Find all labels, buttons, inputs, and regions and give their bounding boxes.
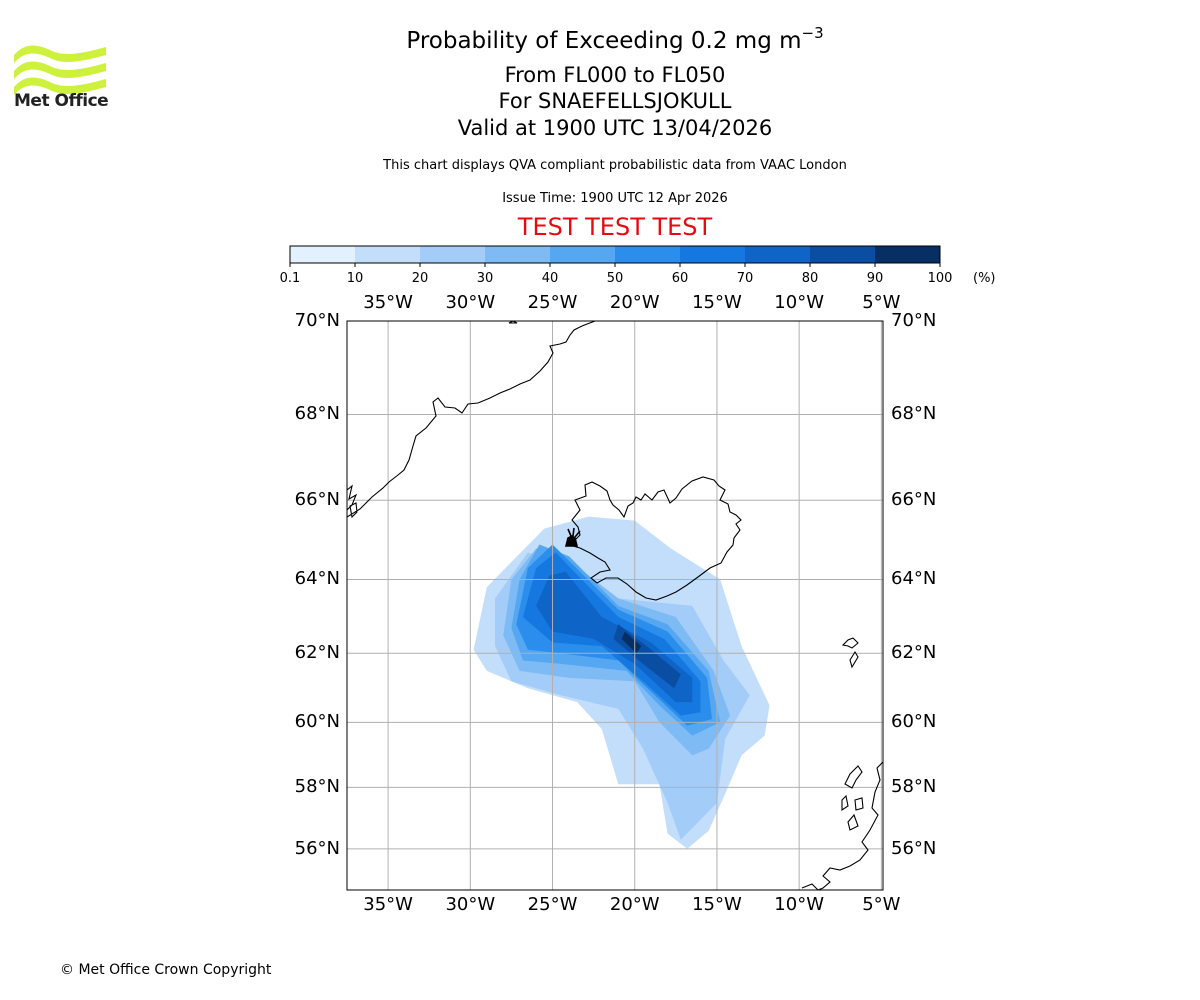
lat-label-right: 66°N [891, 489, 937, 511]
lat-label-left: 64°N [294, 568, 340, 590]
lat-label-left: 70°N [294, 310, 340, 331]
greenland-coast [347, 321, 596, 519]
lon-label-top: 30°W [445, 292, 496, 313]
lon-label-top: 5°W [862, 292, 901, 313]
colorbar [289, 245, 941, 267]
colorbar-cell [615, 246, 681, 263]
copyright: © Met Office Crown Copyright [60, 962, 272, 978]
lon-label-bottom: 5°W [862, 894, 901, 915]
probability-layer [473, 516, 770, 849]
colorbar-cell [355, 246, 421, 263]
colorbar-tick-label: 30 [476, 271, 494, 286]
lat-label-right: 56°N [891, 837, 937, 859]
colorbar-tick-label: 10 [346, 271, 364, 286]
lon-label-bottom: 20°W [609, 894, 660, 915]
met-office-wave-icon [14, 45, 106, 95]
lon-label-bottom: 25°W [527, 894, 578, 915]
valid-time: Valid at 1900 UTC 13/04/2026 [457, 116, 773, 140]
colorbar-tick-label: 50 [606, 271, 624, 286]
graticule [347, 321, 883, 890]
colorbar-tick-label: 90 [866, 271, 884, 286]
scotland-coast [801, 761, 883, 890]
chart-title-text: Probability of Exceeding 0.2 mg m [406, 28, 802, 54]
lon-label-top: 15°W [692, 292, 742, 313]
colorbar-tick-label: 80 [801, 271, 819, 286]
lat-label-left: 68°N [294, 403, 340, 425]
lat-label-right: 62°N [891, 642, 937, 664]
coastlines [347, 321, 883, 890]
lon-label-bottom: 15°W [692, 894, 742, 915]
lat-label-right: 58°N [891, 776, 937, 798]
colorbar-cell [875, 246, 941, 263]
colorbar-cell [550, 246, 616, 263]
lon-label-bottom: 30°W [445, 894, 496, 915]
lat-label-left: 66°N [294, 489, 340, 511]
lat-label-right: 60°N [891, 711, 937, 733]
colorbar-cell [680, 246, 746, 263]
subtitle: This chart displays QVA compliant probab… [383, 158, 847, 173]
colorbar-cell [290, 246, 356, 263]
lat-label-right: 64°N [891, 568, 937, 590]
colorbar-unit: (%) [973, 271, 996, 286]
colorbar-cell [420, 246, 486, 263]
lat-label-left: 62°N [294, 642, 340, 664]
greenland-island [508, 321, 518, 324]
colorbar-tick-label: 20 [411, 271, 429, 286]
lat-label-right: 70°N [891, 310, 937, 331]
lon-label-top: 35°W [363, 292, 413, 313]
colorbar-tick-label: 100 [927, 271, 953, 286]
colorbar-cell [745, 246, 811, 263]
colorbar-cell [485, 246, 551, 263]
flight-levels: From FL000 to FL050 [504, 63, 726, 87]
test-banner: TEST TEST TEST [517, 213, 713, 241]
colorbar-tick-label: 40 [541, 271, 559, 286]
colorbar-tick-label: 0.1 [279, 271, 301, 286]
volcano-location: For SNAEFELLSJOKULL [498, 89, 732, 113]
iceland-coast [571, 476, 742, 601]
colorbar-tick-label: 60 [671, 271, 689, 286]
lat-label-left: 58°N [294, 776, 340, 798]
lon-label-bottom: 35°W [363, 894, 413, 915]
faroe-islands [841, 637, 859, 669]
colorbar-tick-label: 70 [736, 271, 754, 286]
lon-label-top: 20°W [609, 292, 660, 313]
logo-text: Met Office [14, 91, 109, 111]
issue-time: Issue Time: 1900 UTC 12 Apr 2026 [502, 191, 728, 206]
lon-label-bottom: 10°W [774, 894, 824, 915]
chart-title-exponent: −3 [801, 24, 824, 42]
chart-title: Probability of Exceeding 0.2 mg m−3 [0, 24, 1200, 54]
lat-label-left: 56°N [294, 837, 340, 859]
lat-label-left: 60°N [294, 711, 340, 733]
map-frame [346, 320, 884, 891]
lon-label-top: 25°W [527, 292, 578, 313]
colorbar-cell [810, 246, 876, 263]
volcano-icon [564, 527, 581, 547]
probability-band-90pct [621, 631, 642, 654]
lat-label-right: 68°N [891, 403, 937, 425]
lon-label-top: 10°W [774, 292, 824, 313]
